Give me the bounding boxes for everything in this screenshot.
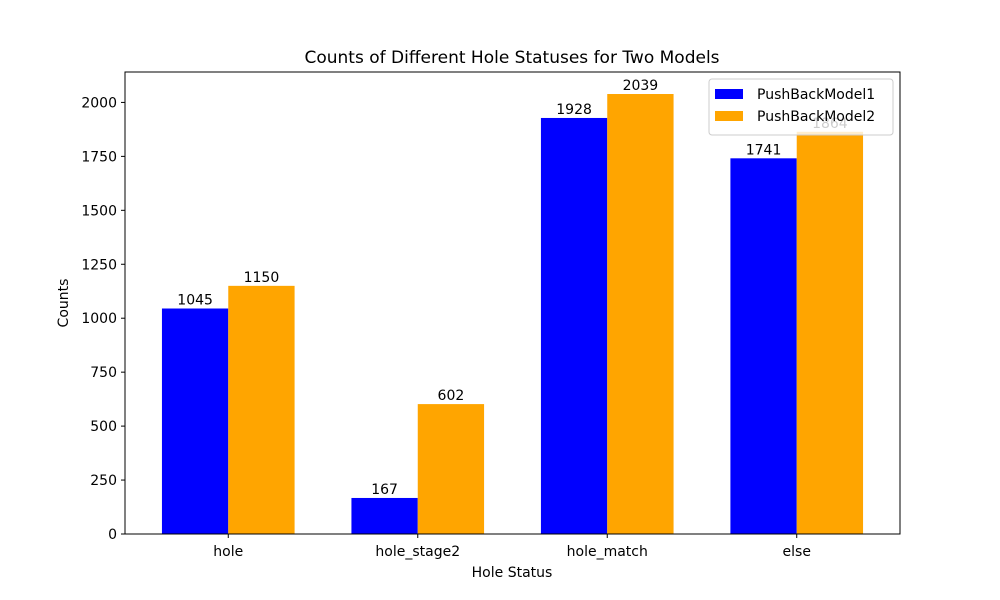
bars-group: 104516719281741115060220391864: [161, 78, 864, 534]
bar-s1-hole_match: [540, 117, 608, 534]
plot-frame: [124, 71, 901, 535]
x-axis-label: Hole Status: [472, 565, 553, 581]
legend-box: [708, 78, 894, 136]
y-tick-label: 500: [90, 419, 117, 435]
data-label-s1-hole: 1045: [177, 293, 213, 309]
bar-s2-hole_stage2: [417, 404, 485, 534]
y-tick-label: 1250: [81, 257, 117, 273]
bar-s1-else: [730, 158, 797, 534]
data-label-s1-hole_stage2: 167: [371, 482, 398, 498]
y-tick-label: 1500: [81, 203, 117, 219]
y-axis-label: Counts: [56, 279, 72, 328]
bar-s2-hole: [228, 285, 295, 534]
x-tick-label: hole: [213, 544, 243, 560]
legend-swatch-s1: [715, 89, 743, 99]
y-tick-label: 1750: [81, 149, 117, 165]
x-tick-label: hole_stage2: [375, 544, 460, 560]
legend-swatch-s2: [715, 111, 743, 121]
bar-s1-hole_stage2: [351, 497, 418, 534]
data-label-s1-else: 1741: [746, 142, 782, 158]
x-tick-label: hole_match: [567, 544, 648, 560]
y-tick-label: 0: [108, 527, 117, 543]
y-tick-label: 1000: [81, 311, 117, 327]
chart-title: Counts of Different Hole Statuses for Tw…: [304, 48, 719, 68]
bar-s2-hole_match: [607, 94, 674, 534]
y-tick-label: 2000: [81, 95, 117, 111]
x-axis: hole hole_stage2 hole_match else: [213, 534, 811, 560]
y-tick-label: 750: [90, 365, 117, 381]
x-tick-label: else: [783, 544, 811, 560]
y-tick-label: 250: [90, 473, 117, 489]
data-label-s2-hole_match: 2039: [623, 78, 659, 94]
legend-label-s1: PushBackModel1: [757, 87, 875, 103]
data-label-s2-hole: 1150: [244, 270, 280, 286]
y-axis: 0 250 500 750 1000 1250 1500 1750 2000: [81, 95, 125, 543]
bar-s1-hole: [161, 308, 229, 534]
legend-label-s2: PushBackModel2: [757, 109, 875, 125]
data-label-s2-hole_stage2: 602: [438, 388, 465, 404]
legend: PushBackModel1 PushBackModel2: [708, 78, 894, 136]
data-label-s1-hole_match: 1928: [556, 102, 592, 118]
bar-s2-else: [796, 131, 864, 534]
